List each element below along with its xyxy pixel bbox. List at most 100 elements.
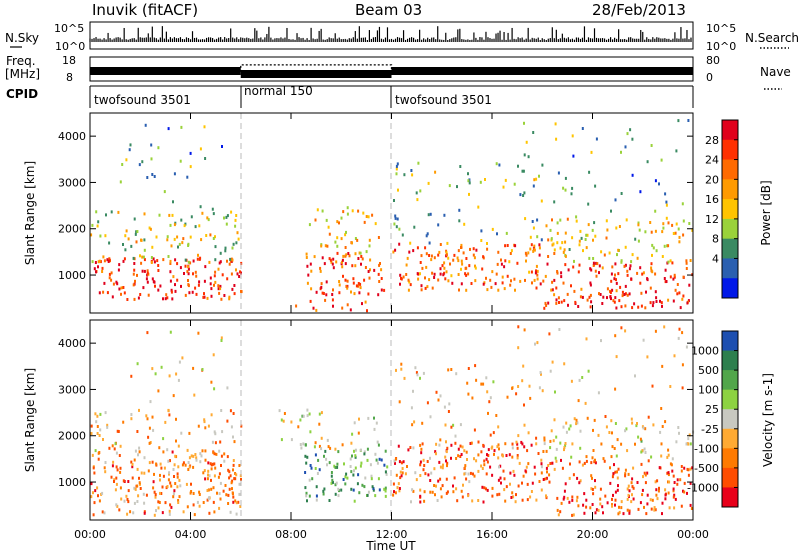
- range-cell: [220, 409, 223, 412]
- range-cell: [308, 478, 311, 482]
- velocity-colorbar-label: Velocity [m s-1]: [761, 373, 775, 467]
- range-cell: [634, 237, 637, 241]
- noise-right-tick-bottom: 10^0: [706, 40, 736, 53]
- range-cell: [566, 292, 569, 296]
- colorbar-tick-label: 4: [712, 252, 719, 265]
- range-cell: [131, 476, 134, 480]
- range-cell: [667, 473, 670, 477]
- range-cell: [399, 470, 402, 474]
- range-cell: [689, 442, 692, 446]
- range-cell: [189, 165, 192, 169]
- range-cell: [310, 269, 313, 273]
- range-cell: [118, 454, 121, 457]
- range-cell: [177, 378, 180, 382]
- range-cell: [171, 213, 174, 217]
- range-cell: [226, 277, 229, 281]
- range-cell: [227, 502, 230, 505]
- range-cell: [411, 423, 414, 427]
- range-cell: [174, 283, 176, 287]
- range-cell: [162, 258, 165, 262]
- range-cell: [124, 234, 127, 238]
- range-cell: [610, 419, 613, 423]
- power-scatter: [90, 119, 694, 313]
- range-cell: [527, 155, 530, 159]
- frequency-trace: [90, 67, 693, 78]
- range-cell: [143, 510, 146, 514]
- range-cell: [141, 269, 144, 273]
- range-cell: [605, 219, 608, 223]
- range-cell: [393, 222, 396, 226]
- range-cell: [172, 200, 174, 204]
- range-cell: [366, 309, 368, 313]
- range-cell: [99, 412, 102, 416]
- range-cell: [133, 262, 136, 265]
- range-cell: [447, 279, 450, 283]
- range-cell: [346, 279, 349, 283]
- range-cell: [157, 506, 160, 510]
- range-cell: [209, 462, 212, 466]
- range-cell: [397, 444, 400, 448]
- range-cell: [137, 494, 140, 498]
- range-cell: [318, 412, 321, 416]
- range-cell: [657, 489, 660, 493]
- range-cell: [516, 456, 519, 460]
- range-cell: [146, 280, 149, 284]
- colorbar-tick-label: 20: [705, 173, 719, 186]
- range-cell: [93, 471, 96, 475]
- range-cell: [152, 257, 155, 261]
- range-cell: [543, 306, 546, 310]
- range-cell: [328, 232, 331, 236]
- range-cell: [691, 228, 694, 232]
- range-cell: [203, 418, 206, 422]
- range-cell: [356, 238, 359, 242]
- range-cell: [304, 471, 307, 474]
- range-cell: [233, 284, 236, 287]
- range-cell: [146, 269, 149, 273]
- velocity-scatter: [90, 325, 695, 517]
- range-cell: [197, 331, 200, 335]
- range-cell: [655, 296, 658, 300]
- colorbar-swatch: [722, 448, 738, 469]
- range-cell: [217, 287, 220, 291]
- range-cell: [646, 502, 649, 506]
- range-cell: [172, 275, 175, 279]
- range-cell: [380, 288, 383, 292]
- range-cell: [540, 372, 542, 376]
- range-cell: [184, 258, 187, 262]
- range-cell: [467, 272, 470, 276]
- range-cell: [319, 269, 322, 273]
- range-cell: [149, 400, 152, 404]
- range-cell: [614, 490, 617, 494]
- range-cell: [367, 416, 370, 420]
- range-cell: [468, 192, 470, 196]
- range-cell: [450, 456, 452, 460]
- range-cell: [414, 366, 417, 370]
- range-cell: [628, 267, 631, 271]
- range-cell: [439, 243, 442, 246]
- range-cell: [199, 147, 202, 151]
- range-cell: [114, 442, 117, 446]
- range-cell: [550, 237, 553, 241]
- range-cell: [523, 191, 526, 195]
- range-cell: [433, 467, 436, 471]
- range-cell: [533, 244, 536, 248]
- range-cell: [630, 481, 633, 485]
- range-cell: [567, 303, 569, 307]
- range-cell: [536, 218, 539, 222]
- range-cell: [334, 240, 337, 244]
- range-cell: [486, 488, 489, 492]
- range-cell: [571, 186, 574, 190]
- range-cell: [212, 212, 215, 216]
- colorbar-tick-label: 25: [705, 403, 719, 416]
- range-cell: [204, 265, 207, 269]
- range-cell: [667, 491, 670, 495]
- range-cell: [683, 490, 686, 494]
- range-cell: [664, 497, 667, 501]
- power-colorbar-label: Power [dB]: [759, 180, 773, 245]
- range-cell: [457, 447, 460, 451]
- range-cell: [664, 192, 667, 196]
- range-cell: [617, 484, 619, 488]
- range-cell: [344, 233, 347, 237]
- range-cell: [224, 484, 227, 487]
